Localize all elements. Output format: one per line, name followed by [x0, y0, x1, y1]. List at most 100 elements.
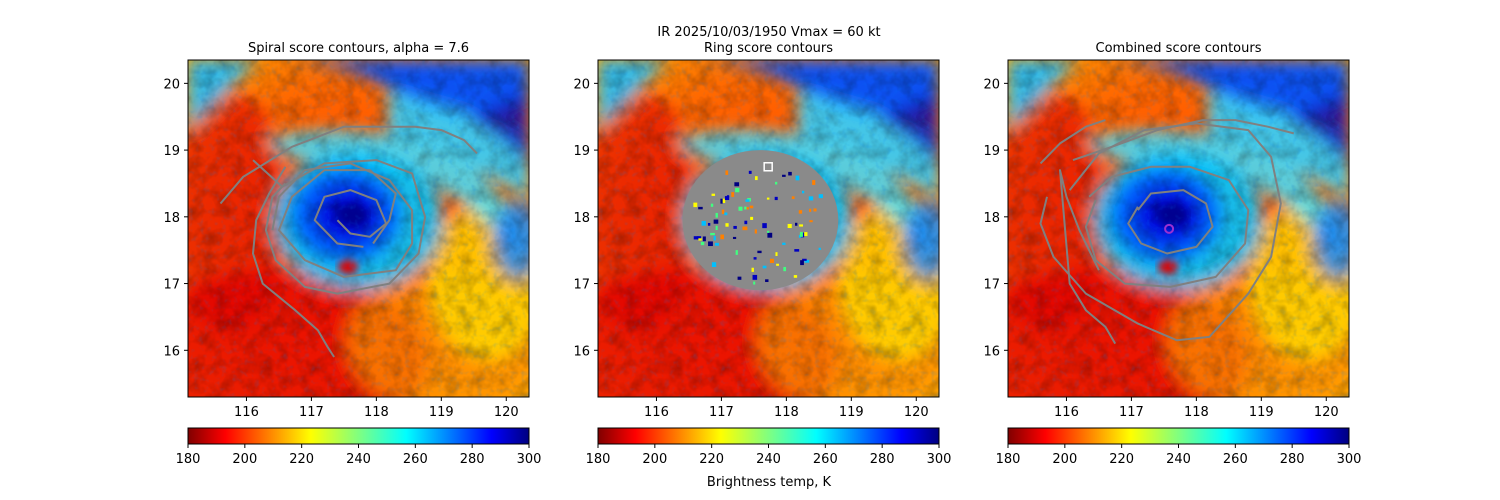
contour-line	[1072, 119, 1295, 162]
y-tick-label: 20	[163, 77, 180, 92]
y-tick-label: 19	[983, 144, 1000, 159]
ring-score-pixel	[735, 250, 738, 255]
ring-score-pixel	[775, 181, 778, 185]
suptitle: IR 2025/10/03/1950 Vmax = 60 kt	[657, 25, 880, 40]
ring-score-pixel	[748, 170, 752, 174]
ring-score-pixel	[707, 223, 711, 226]
contour-line	[219, 125, 478, 205]
y-tick-label: 18	[983, 211, 1000, 226]
brightness-temp-image	[948, 60, 1368, 450]
ring-score-pixel	[701, 220, 706, 226]
ring-score-pixel	[799, 231, 803, 237]
y-tick-label: 17	[573, 278, 590, 293]
ring-score-pixel	[714, 242, 719, 246]
x-tick-label: 119	[839, 405, 864, 420]
ring-score-pixel	[799, 224, 803, 227]
brightness-temp-image	[128, 60, 548, 450]
ring-score-pixel	[751, 267, 754, 272]
axes-title: Combined score contours	[1096, 41, 1262, 56]
x-tick-label: 120	[494, 405, 519, 420]
ring-score-pixel	[722, 198, 726, 203]
ring-score-pixel	[782, 242, 786, 245]
colorbar-tick-label: 200	[1052, 452, 1077, 467]
ring-score-pixel	[725, 170, 729, 175]
colorbar-tick-label: 300	[1337, 452, 1362, 467]
ring-score-pixel	[700, 241, 705, 246]
panel-ring: Ring score contours 116 117 118 119 120 16 17 18…	[538, 41, 958, 467]
ring-score-pixel	[698, 238, 702, 241]
colorbar-tick-label: 260	[403, 452, 428, 467]
y-tick-label: 16	[573, 344, 590, 359]
ring-score-pixel	[720, 234, 724, 240]
ring-score-pixel	[765, 279, 769, 283]
axes-frame	[187, 59, 530, 398]
ring-score-pixel	[788, 171, 792, 176]
ring-score-pixel	[766, 197, 770, 200]
ring-score-pixel	[769, 258, 774, 263]
colorbar	[1007, 427, 1350, 445]
ring-score-pixel	[803, 232, 808, 237]
ring-center-marker	[763, 162, 773, 172]
ring-score-pixel	[762, 223, 767, 229]
ring-score-pixel	[812, 180, 816, 185]
ring-score-pixel	[724, 212, 728, 216]
ring-score-pixel	[794, 249, 800, 252]
x-tick-label: 120	[904, 405, 929, 420]
contour-line	[271, 162, 414, 278]
ring-score-pixel	[693, 202, 698, 208]
ring-score-pixel	[702, 236, 706, 242]
ring-score-pixel	[731, 192, 735, 197]
combined-center-marker	[1164, 223, 1175, 234]
x-tick-label: 116	[234, 405, 259, 420]
ring-score-pixel	[713, 235, 716, 241]
axes-title: Ring score contours	[704, 41, 833, 56]
ring-score-pixel	[813, 208, 817, 212]
ring-score-pixel	[713, 219, 719, 224]
y-tick-label: 20	[573, 77, 590, 92]
ring-score-pixel	[767, 230, 770, 233]
ring-score-pixel	[742, 226, 748, 231]
ring-score-pixel	[754, 176, 758, 181]
ring-score-pixel	[757, 250, 762, 254]
ring-score-pixel	[783, 266, 787, 272]
ring-score-pixel	[711, 193, 716, 196]
ring-score-pixel	[733, 225, 737, 229]
ring-score-pixel	[710, 203, 714, 207]
brightness-temp-image	[538, 60, 958, 450]
ring-score-pixel	[767, 232, 773, 238]
ring-score-pixel	[800, 260, 804, 266]
y-tick-label: 16	[163, 344, 180, 359]
ring-score-pixel	[782, 174, 786, 177]
x-tick-label: 119	[429, 405, 454, 420]
colorbar-tick-label: 240	[1166, 452, 1191, 467]
contour-line	[1059, 169, 1117, 345]
ring-score-pixel	[726, 195, 730, 198]
ring-score-pixel	[795, 175, 800, 181]
x-tick-label: 117	[1119, 405, 1144, 420]
y-tick-label: 19	[163, 144, 180, 159]
ring-score-pixel	[724, 196, 730, 201]
axes-frame	[1007, 59, 1350, 398]
colorbar-tick-label: 240	[756, 452, 781, 467]
ring-score-pixel	[715, 225, 718, 231]
colorbar-tick-label: 280	[1280, 452, 1305, 467]
panel-spiral: Spiral score contours, alpha = 7.6 116 117…	[128, 41, 548, 467]
ring-score-pixel	[744, 220, 748, 225]
y-tick-label: 18	[573, 211, 590, 226]
colorbar-tick-label: 180	[996, 452, 1021, 467]
ring-score-pixel	[818, 194, 823, 199]
ring-score-pixel	[732, 236, 737, 240]
colorbar-tick-label: 300	[517, 452, 542, 467]
ring-score-pixel	[735, 187, 740, 193]
ring-score-pixel	[754, 229, 757, 234]
ring-score-pixel	[809, 208, 812, 212]
axes-title: Spiral score contours, alpha = 7.6	[248, 41, 469, 56]
x-tick-label: 119	[1249, 405, 1274, 420]
colorbar-tick-label: 200	[642, 452, 667, 467]
x-tick-label: 117	[299, 405, 324, 420]
colorbar-tick-label: 280	[460, 452, 485, 467]
ring-score-pixel	[720, 198, 723, 204]
contour-line	[1084, 165, 1250, 288]
contour-line	[252, 159, 427, 295]
